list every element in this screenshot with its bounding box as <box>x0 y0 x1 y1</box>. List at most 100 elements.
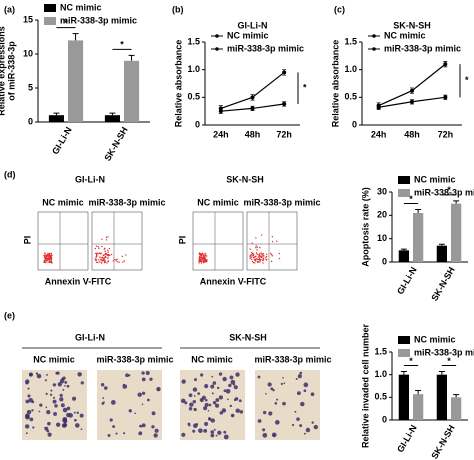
event-dot <box>101 256 104 259</box>
event-dot <box>262 259 264 261</box>
event-dot <box>198 260 200 263</box>
cell-dot <box>28 397 33 403</box>
group-title: SK-N-SH <box>229 332 267 342</box>
event-dot <box>260 234 263 236</box>
cell-dot <box>59 378 65 384</box>
event-dot <box>47 257 49 260</box>
y-tick-label: 5 <box>28 82 33 92</box>
group-title: GI-Li-N <box>75 332 105 342</box>
event-dot <box>255 260 257 262</box>
cell-dot <box>149 377 153 381</box>
y-axis-label: Relative invaded cell number <box>360 323 370 448</box>
cell-dot <box>217 430 222 435</box>
event-dot <box>278 252 281 255</box>
cell-dot <box>215 434 218 437</box>
y-axis-label: Apoptosis rate (%) <box>360 187 370 267</box>
event-dot <box>44 255 47 257</box>
group-title: GI-Li-N <box>75 174 105 184</box>
event-dot <box>102 254 105 256</box>
legend-label: miR-338-3p mimic <box>384 43 461 53</box>
event-dot <box>266 259 268 261</box>
cell-dot <box>204 421 209 426</box>
event-dot <box>250 254 253 256</box>
cell-dot <box>25 413 30 419</box>
cell-dot <box>211 375 214 378</box>
event-dot <box>99 256 101 258</box>
event-dot <box>201 253 204 255</box>
cell-dot <box>137 392 142 397</box>
event-dot <box>256 253 258 255</box>
cell-dot <box>305 427 311 433</box>
event-dot <box>109 254 111 257</box>
event-dot <box>258 255 261 257</box>
cell-dot <box>53 412 57 416</box>
line <box>220 71 285 109</box>
cell-dot <box>229 404 233 408</box>
x-tick-label: 48h <box>404 129 420 139</box>
event-dot <box>107 249 109 252</box>
legend-swatch <box>398 189 410 197</box>
cell-dot <box>79 413 84 418</box>
event-dot <box>249 255 252 257</box>
event-dot <box>203 253 205 255</box>
event-dot <box>49 256 51 258</box>
event-dot <box>250 256 253 258</box>
cell-dot <box>193 423 198 429</box>
cell-dot <box>112 425 116 428</box>
event-dot <box>265 257 267 259</box>
cell-dot <box>57 382 63 387</box>
event-dot <box>50 260 52 263</box>
legend-swatch <box>44 17 56 25</box>
y-tick-label: 1.5 <box>187 36 200 46</box>
event-dot <box>198 252 201 254</box>
cell-dot <box>270 387 274 391</box>
event-dot <box>251 242 253 244</box>
event-dot <box>94 247 97 250</box>
cell-dot <box>59 393 63 398</box>
event-dot <box>251 260 254 263</box>
cell-dot <box>233 398 237 402</box>
panel-letter: (a) <box>4 4 15 14</box>
event-dot <box>47 254 49 256</box>
group-title: SK-N-SH <box>226 174 264 184</box>
cell-dot <box>187 422 191 426</box>
cell-dot <box>238 399 242 403</box>
cell-dot <box>210 418 215 423</box>
event-dot <box>249 248 251 250</box>
cell-dot <box>61 423 67 428</box>
cell-dot <box>44 379 47 382</box>
event-dot <box>259 261 261 263</box>
event-dot <box>201 256 203 258</box>
cell-dot <box>210 384 215 389</box>
bar <box>68 40 84 122</box>
cell-dot <box>203 406 208 411</box>
cell-dot <box>66 406 71 411</box>
cell-dot <box>151 425 155 429</box>
cell-dot <box>188 393 193 398</box>
event-dot <box>101 238 103 240</box>
y-axis-label: PI <box>177 236 187 245</box>
event-dot <box>270 253 273 256</box>
cell-dot <box>212 381 217 385</box>
cell-dot <box>115 432 118 435</box>
cell-dot <box>72 396 77 401</box>
cell-dot <box>227 398 229 401</box>
legend-swatch <box>372 34 376 38</box>
panel-letter: (b) <box>172 4 184 14</box>
event-dot <box>256 249 258 251</box>
error-bar <box>400 248 407 251</box>
legend-label: miR-338-3p mimic <box>414 347 474 357</box>
point <box>282 101 287 106</box>
event-dot <box>44 261 46 263</box>
legend-label: NC mimic <box>414 174 456 184</box>
cell-dot <box>210 433 215 438</box>
image-panels: GI-Li-N PI Annexin V-FITC NC mimic miR-338-3… <box>22 174 332 440</box>
event-dot <box>199 260 202 262</box>
cell-dot <box>313 424 319 430</box>
cell-dot <box>138 431 143 436</box>
bar <box>398 374 409 420</box>
cell-dot <box>63 419 68 424</box>
cell-dot <box>262 410 267 415</box>
cell-dot <box>35 372 39 375</box>
cell-dot <box>267 382 272 387</box>
